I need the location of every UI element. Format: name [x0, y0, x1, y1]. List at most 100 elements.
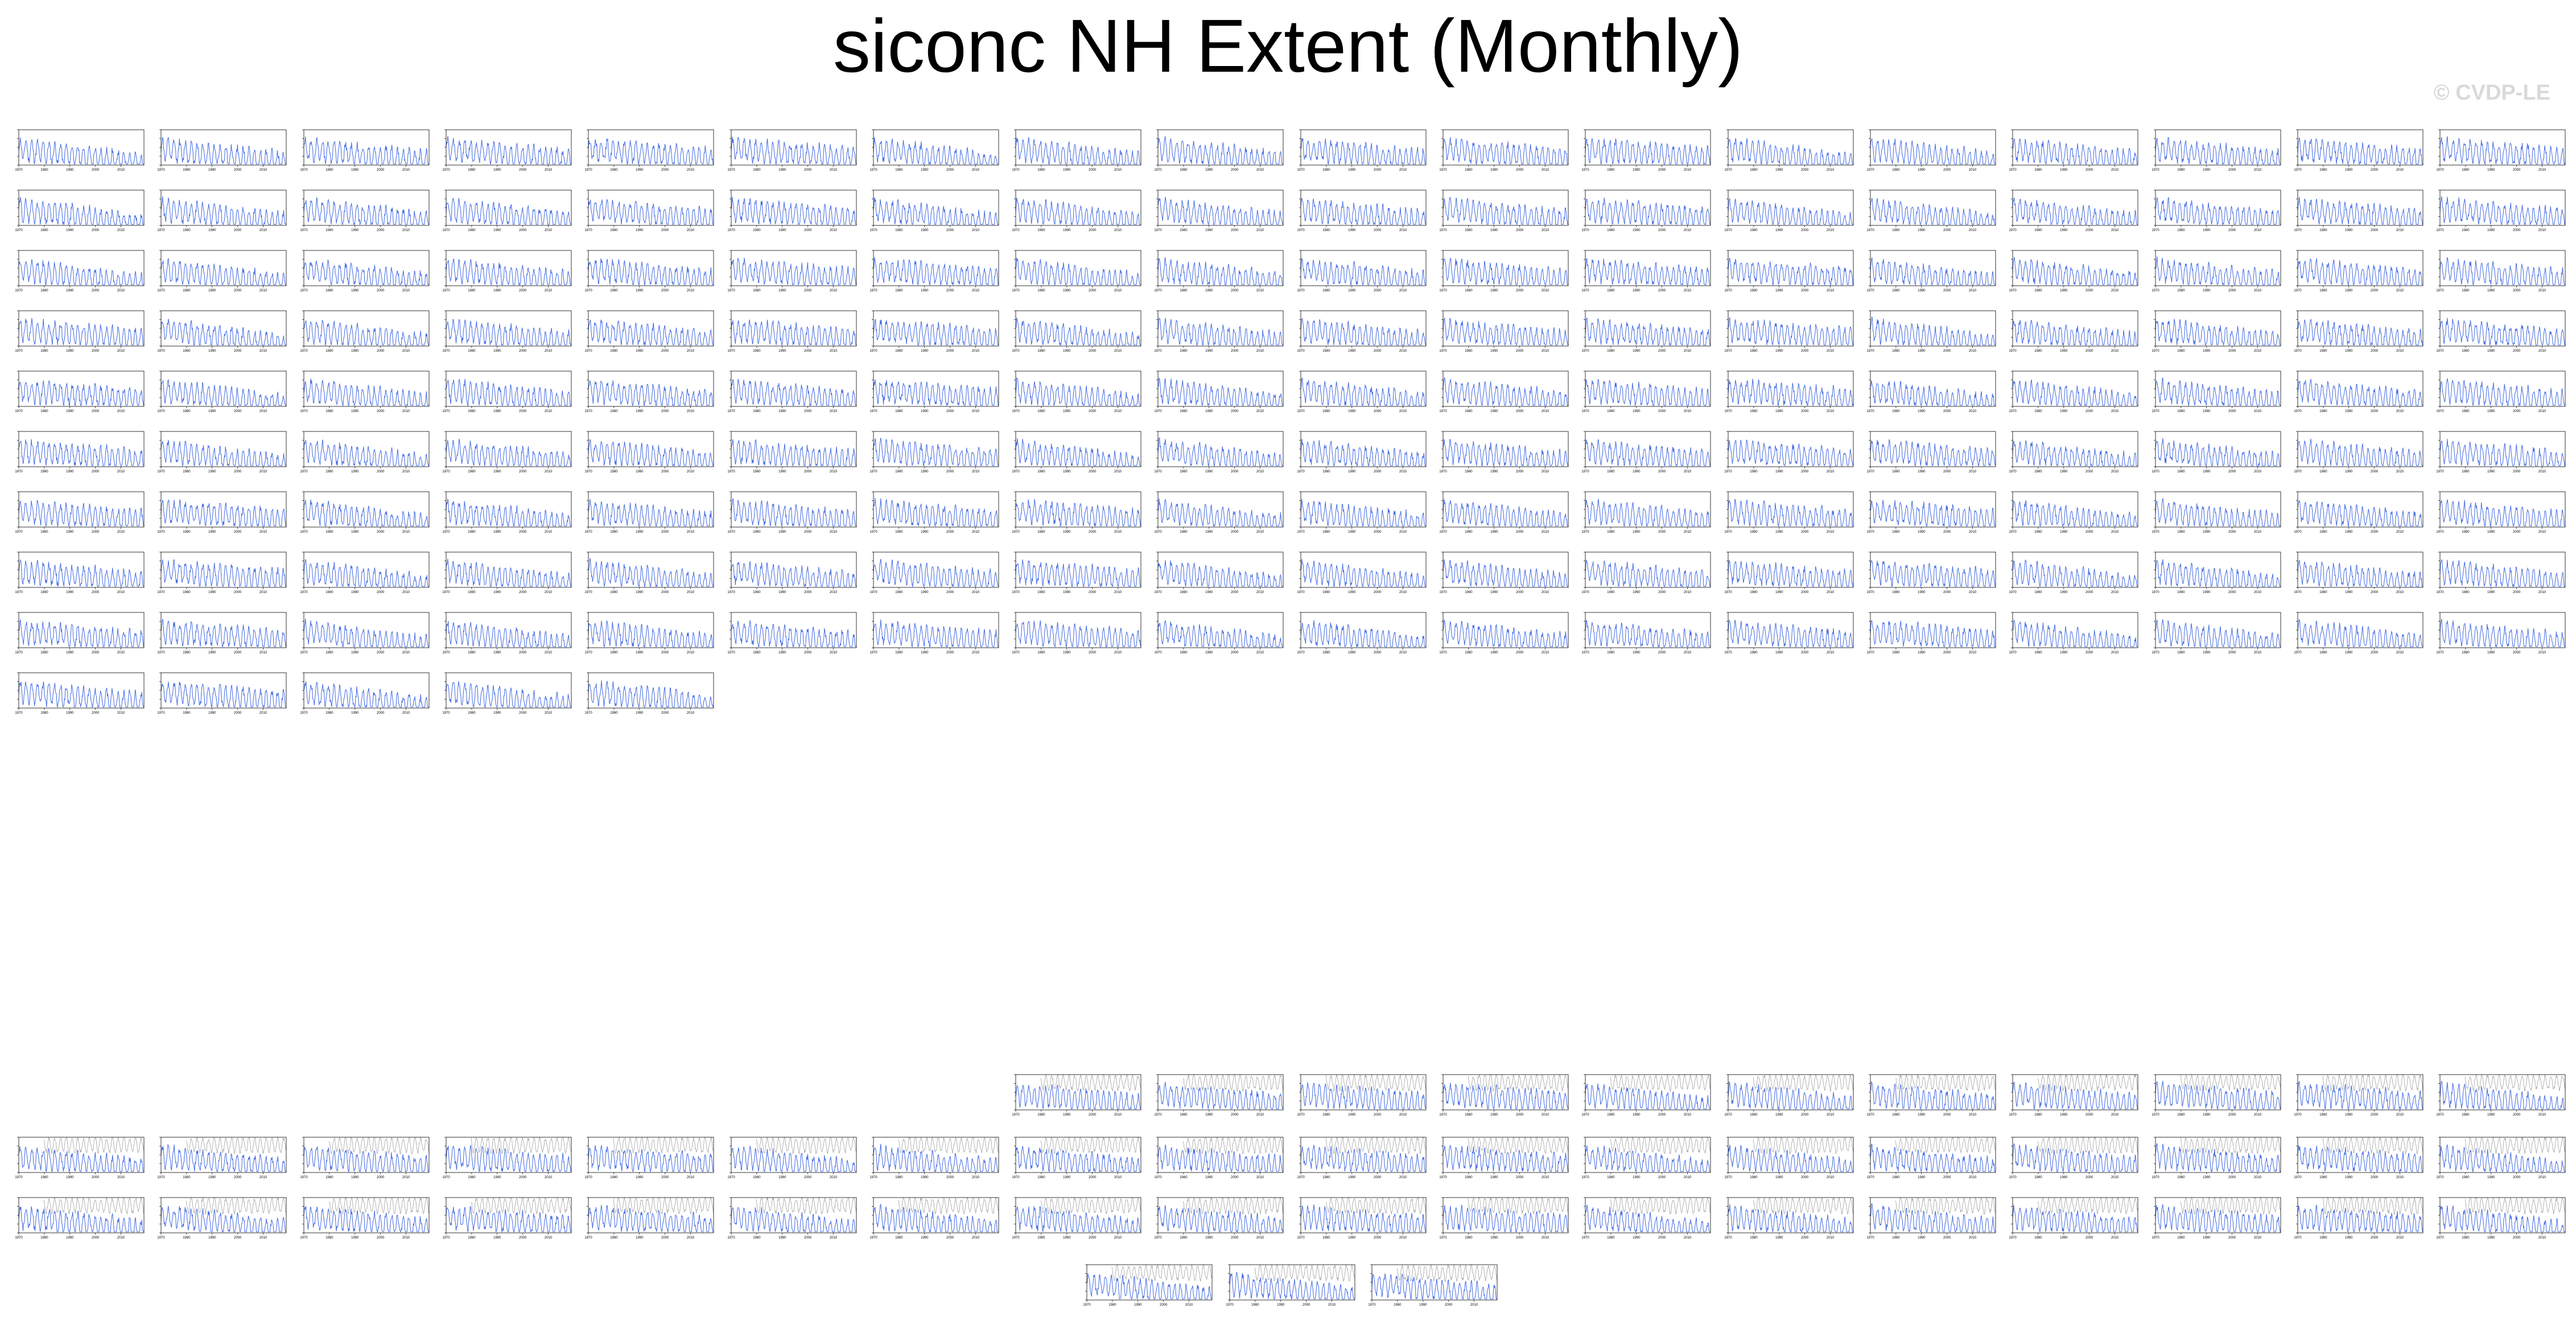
series-line [303, 681, 429, 708]
panel-plot: 1970 1980 1990 2000 2010 [2152, 1197, 2281, 1240]
x-tick-label: 2010 [2111, 349, 2119, 353]
x-tick-label: 2000 [1089, 530, 1097, 534]
obs-series-line [43, 1137, 145, 1154]
x-tick-label: 1970 [1155, 651, 1163, 655]
chart-panel: 1970 1980 1990 2000 2010 [2293, 604, 2435, 667]
x-tick-label: 1970 [2152, 168, 2159, 172]
series-line [1300, 377, 1426, 406]
chart-panel: 1970 1980 1990 2000 2010 [1581, 423, 1723, 486]
x-tick-label: 1980 [1037, 591, 1045, 594]
chart-panel: 1970 1980 1990 2000 2010 [2293, 242, 2435, 305]
chart-panel: 1970 1980 1990 2000 2010 [1581, 303, 1723, 365]
x-tick-label: 1990 [1206, 289, 1214, 293]
x-tick-label: 1980 [1608, 1113, 1615, 1117]
x-tick-label: 1970 [442, 168, 450, 172]
x-tick-label: 1980 [2462, 229, 2470, 232]
chart-panel: 1970 1980 1990 2000 2010 [1011, 1129, 1153, 1192]
x-tick-label: 2000 [234, 410, 242, 413]
panel-plot: 1970 1980 1990 2000 2010 [2152, 612, 2281, 655]
panel-plot: 1970 1980 1990 2000 2010 [2009, 1197, 2138, 1240]
panel-plot: 1970 1980 1990 2000 2010 [442, 612, 572, 655]
chart-panel: 1970 1980 1990 2000 2010 [299, 665, 442, 727]
x-tick-label: 1970 [1012, 1176, 1020, 1179]
x-tick-label: 1990 [351, 349, 359, 353]
panel-plot: 1970 1980 1990 2000 2010 [1155, 1197, 1284, 1240]
chart-panel: 1970 1980 1990 2000 2010 [2151, 1129, 2293, 1192]
panel-plot: 1970 1980 1990 2000 2010 [1724, 1074, 1853, 1117]
series-line [873, 438, 999, 467]
series-line [1015, 1084, 1141, 1110]
series-line [160, 499, 287, 527]
chart-panel: 1970 1980 1990 2000 2010 [2435, 1067, 2576, 1129]
panel-plot: 1970 1980 1990 2000 2010 [585, 672, 714, 715]
x-tick-label: 2010 [117, 1176, 125, 1179]
x-tick-label: 1970 [1866, 349, 1874, 353]
x-tick-label: 2000 [1801, 470, 1809, 474]
series-line [446, 379, 571, 406]
chart-panel: 1970 1980 1990 2000 2010 [14, 604, 156, 667]
x-tick-label: 1970 [442, 591, 450, 594]
x-tick-label: 1970 [1439, 289, 1447, 293]
panel-plot: 1970 1980 1990 2000 2010 [2436, 1197, 2566, 1240]
panel-plot: 1970 1980 1990 2000 2010 [1297, 371, 1427, 413]
x-tick-label: 2010 [1969, 289, 1977, 293]
x-tick-label: 1970 [2436, 1176, 2444, 1179]
x-tick-label: 1980 [2462, 591, 2470, 594]
chart-panel: 1970 1980 1990 2000 2010 [584, 665, 726, 727]
series-line [1585, 257, 1711, 286]
chart-panel: 1970 1980 1990 2000 2010 [442, 484, 584, 546]
x-tick-label: 1970 [1439, 591, 1447, 594]
x-tick-label: 2000 [1374, 168, 1382, 172]
series-line [2012, 439, 2138, 467]
x-tick-label: 2010 [545, 289, 553, 293]
chart-panel: 1970 1980 1990 2000 2010 [14, 122, 156, 184]
chart-panel: 1970 1980 1990 2000 2010 [442, 544, 584, 607]
x-tick-label: 2000 [804, 229, 812, 232]
chart-panel: 1970 1980 1990 2000 2010 [1153, 182, 1296, 245]
x-tick-label: 2000 [519, 289, 527, 293]
x-tick-label: 2000 [2513, 229, 2521, 232]
series-line [1157, 498, 1284, 527]
x-tick-label: 1990 [1633, 1113, 1641, 1117]
x-tick-label: 1990 [2345, 289, 2353, 293]
series-line [1442, 317, 1568, 347]
x-tick-label: 1970 [1582, 651, 1590, 655]
x-tick-label: 1980 [2462, 410, 2470, 413]
series-line [1015, 198, 1141, 225]
x-tick-label: 2010 [402, 1176, 410, 1179]
chart-panel: 1970 1980 1990 2000 2010 [1439, 122, 1581, 184]
x-tick-label: 1990 [1206, 470, 1214, 474]
x-tick-label: 1980 [325, 1176, 333, 1179]
x-tick-label: 1990 [1063, 168, 1071, 172]
x-tick-label: 1980 [1037, 1113, 1045, 1117]
chart-panel: 1970 1980 1990 2000 2010 [1581, 1067, 1723, 1129]
panel-plot: 1970 1980 1990 2000 2010 [1012, 431, 1141, 474]
chart-panel: 1970 1980 1990 2000 2010 [442, 1190, 584, 1252]
x-tick-label: 1980 [1465, 1236, 1473, 1240]
x-tick-label: 2000 [2513, 591, 2521, 594]
x-tick-label: 1990 [1206, 410, 1214, 413]
series-line [1442, 619, 1568, 647]
x-tick-label: 1980 [1322, 591, 1330, 594]
x-tick-label: 1990 [1277, 1303, 1285, 1307]
panel-plot: 1970 1980 1990 2000 2010 [15, 1137, 145, 1179]
x-tick-label: 2010 [1328, 1303, 1336, 1307]
series-line [1728, 257, 1853, 286]
x-tick-label: 2000 [1231, 289, 1239, 293]
x-tick-label: 2010 [259, 470, 267, 474]
x-tick-label: 1990 [636, 1236, 644, 1240]
chart-panel: 1970 1980 1990 2000 2010 [1724, 242, 1866, 305]
panel-plot: 1970 1980 1990 2000 2010 [1012, 491, 1141, 534]
series-line [2155, 497, 2281, 527]
panel-plot: 1970 1980 1990 2000 2010 [1724, 431, 1853, 474]
panel-plot: 1970 1980 1990 2000 2010 [1582, 371, 1711, 413]
chart-panel: 1970 1980 1990 2000 2010 [727, 544, 869, 607]
x-tick-label: 1980 [183, 1236, 191, 1240]
series-line [2297, 137, 2423, 165]
x-tick-label: 2010 [1684, 1236, 1692, 1240]
x-tick-label: 2010 [1542, 591, 1549, 594]
series-line [1300, 197, 1426, 225]
panel-plot: 1970 1980 1990 2000 2010 [1582, 129, 1711, 172]
series-line [1870, 380, 1996, 406]
x-tick-label: 1990 [351, 289, 359, 293]
